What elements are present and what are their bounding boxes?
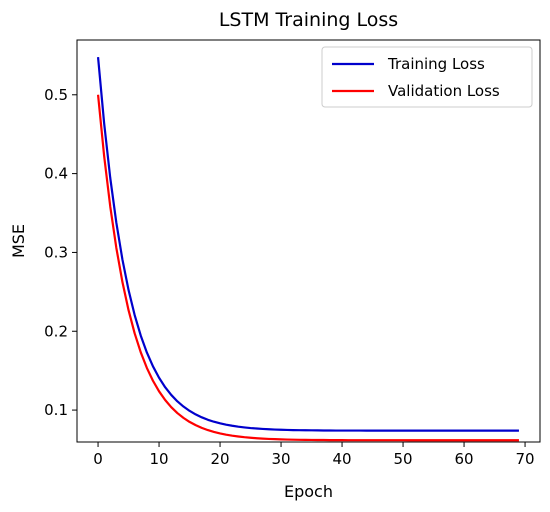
legend: Training Loss Validation Loss [321, 46, 533, 108]
legend-label-training: Training Loss [387, 55, 485, 73]
plot-frame [76, 39, 541, 443]
x-axis-label: Epoch [284, 482, 333, 501]
y-tick-label: 0.3 [44, 243, 68, 261]
y-tick-label: 0.1 [44, 401, 68, 419]
x-tick-label: 0 [93, 450, 103, 468]
axis-ticks: 0 10 20 30 40 50 60 70 0.1 0.2 0.3 0.4 0.5 [44, 86, 534, 468]
x-tick-label: 50 [394, 450, 413, 468]
y-tick-label: 0.2 [44, 322, 68, 340]
y-tick-label: 0.4 [44, 165, 68, 183]
legend-label-validation: Validation Loss [388, 82, 500, 100]
series-line-training-loss [96, 56, 519, 432]
x-tick-label: 70 [516, 450, 535, 468]
x-tick-label: 30 [272, 450, 291, 468]
x-tick-label: 10 [149, 450, 168, 468]
x-tick-label: 60 [455, 450, 474, 468]
x-tick-label: 40 [333, 450, 352, 468]
y-axis-label: MSE [9, 224, 28, 258]
chart-title: LSTM Training Loss [219, 9, 398, 31]
x-tick-label: 20 [211, 450, 230, 468]
y-tick-label: 0.5 [44, 86, 68, 104]
legend-box [321, 46, 533, 108]
series-line-validation-loss [96, 94, 519, 442]
series-lines [96, 56, 519, 442]
